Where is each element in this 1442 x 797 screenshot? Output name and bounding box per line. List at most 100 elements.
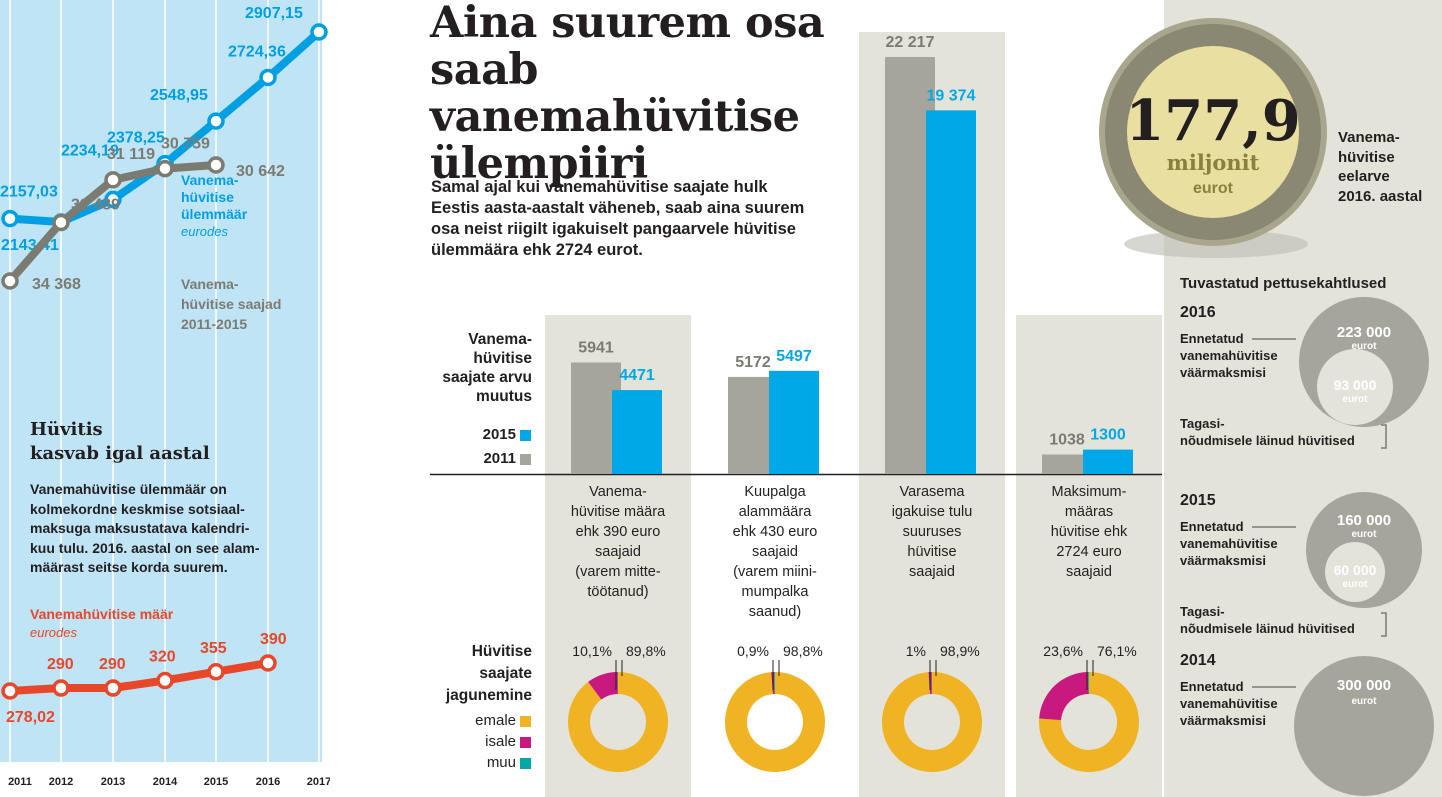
- left-heading-l1: Hüvitis: [30, 419, 103, 440]
- intro-line-3: osa neist riigilt igakuiselt pangaarvele…: [431, 220, 796, 238]
- dist-title-line-1: Hüvitise: [471, 643, 532, 660]
- fraud-prevented-value: 300 000: [1337, 677, 1391, 694]
- base-rate-point: [156, 671, 174, 690]
- left-body-line-5: määrast seitse korda suurem.: [30, 559, 228, 575]
- category-1-line-6: töötanud): [587, 584, 649, 600]
- intro-line-4: ülemmäära ehk 2724 eurot.: [431, 241, 643, 259]
- donut-emale: [1039, 672, 1139, 772]
- bar-legend-label: 2011: [483, 450, 516, 467]
- donut-emale-label: 89,8%: [626, 643, 666, 659]
- fraud-reclaimed-circle: [1325, 542, 1385, 602]
- bar-legend-label: 2015: [482, 426, 516, 443]
- bar-title-line-3: saajate arvu: [442, 369, 532, 386]
- donut-isale-label: 1%: [906, 643, 926, 659]
- intro-line-1: Samal ajal kui vanemahüvitise saajate hu…: [431, 178, 768, 196]
- bar-2011: [1042, 454, 1092, 474]
- category-label-4: Maksimum-määras hüvitise ehk 2724 euro saaj…: [1016, 482, 1162, 582]
- bar-legend-swatch: [520, 430, 531, 441]
- bar-2015-label: 4471: [619, 367, 655, 384]
- donut-emale: [882, 672, 983, 772]
- bar-2015-label: 19 374: [927, 87, 976, 104]
- base-rate-value-label: 390: [260, 631, 287, 648]
- title-line-2: saab vanemahüvitise: [430, 45, 800, 142]
- category-3-line-5: saajaid: [909, 564, 955, 580]
- dist-title-line-3: jagunemine: [445, 687, 532, 704]
- category-4-line-5: saajaid: [1066, 564, 1112, 580]
- dist-legend-label: muu: [486, 754, 516, 771]
- year-label: 2011: [8, 776, 32, 788]
- recipients-point: [1, 272, 19, 290]
- dist-legend-swatch: [520, 737, 531, 748]
- base-rate-value-label: 355: [200, 640, 227, 657]
- donut-isale: [588, 672, 618, 700]
- category-2-line-6: mumpalka: [741, 584, 809, 600]
- coin-note: Vanema-hüvitise eelarve 2016. aastal: [1338, 128, 1422, 206]
- fraud-prevented-value: 223 000: [1337, 324, 1391, 341]
- max-rate-value-label: 2157,03: [0, 184, 58, 201]
- coin-note-line-2: hüvitise: [1338, 148, 1395, 166]
- fraud-prevented-unit: eurot: [1352, 341, 1378, 352]
- donut-emale-label: 98,9%: [940, 643, 980, 659]
- left-body-text: Vanemahüvitise ülemmäär on kolmekordne ke…: [30, 480, 300, 578]
- fraud-reclaimed-value: 60 000: [1334, 562, 1377, 578]
- fraud-prevented-text: Ennetatud vanemahüvitise väärmaksmisi: [1180, 518, 1278, 569]
- recipients-legend-l3: 2011-2015: [181, 316, 248, 332]
- fraud-reclaimed-value: 93 000: [1334, 377, 1377, 393]
- category-label-1: Vanema-hüvitise määra ehk 390 euro saajaid…: [545, 482, 691, 602]
- donut-emale-label: 98,8%: [783, 643, 823, 659]
- year-label: 2012: [49, 776, 73, 788]
- category-4-line-2: määras: [1064, 504, 1114, 520]
- coin-note-line-1: Vanema-: [1338, 129, 1400, 146]
- fraud-prevented-2015-line-3: väärmaksmisi: [1180, 553, 1267, 568]
- max-rate-value-label: 2907,15: [245, 5, 303, 22]
- page-title: Aina suurem osa saab vanemahüvitise ülempi…: [430, 0, 890, 188]
- donut-isale-label: 0,9%: [737, 643, 769, 659]
- bar-2015: [1083, 449, 1133, 474]
- base-rate-legend-label: Vanemahüvitise määr: [30, 606, 174, 622]
- donut-emale: [568, 672, 668, 773]
- bar-title-line-2: hüvitise: [473, 350, 532, 367]
- base-rate-point: [104, 679, 122, 697]
- category-3-line-2: igakuise tulu: [891, 504, 973, 520]
- donut-emale: [724, 672, 825, 772]
- max-rate-legend: Vanema- hüvitise ülemmäär eurodes: [181, 172, 247, 240]
- bar-2011-label: 22 217: [886, 34, 935, 51]
- base-rate-legend: Vanemahüvitise määr eurodes: [30, 605, 173, 642]
- bar-2015: [612, 390, 662, 474]
- recipients-value-label: 31 119: [107, 146, 155, 163]
- max-rate-value-label: 2378,25: [107, 130, 165, 147]
- bar-2015-label: 1300: [1090, 427, 1126, 444]
- bar-legend-swatch: [520, 454, 531, 465]
- category-2-line-4: saajaid: [752, 544, 798, 560]
- recipients-point: [104, 171, 122, 189]
- category-2-line-5: (varem miini-: [733, 564, 817, 580]
- fraud-prevented-text: Ennetatud vanemahüvitise väärmaksmisi: [1180, 678, 1278, 729]
- recipients-point: [207, 156, 225, 174]
- intro-text: Samal ajal kui vanemahüvitise saajate hu…: [431, 177, 861, 261]
- donut-muu: [1088, 672, 1089, 695]
- category-2-line-1: Kuupalga: [744, 484, 806, 500]
- fraud-prevented-2015-line-1: Ennetatud: [1180, 519, 1244, 534]
- max-rate-legend-l1: Vanema-: [181, 172, 239, 188]
- category-4-line-4: 2724 euro: [1056, 544, 1122, 560]
- year-label: 2014: [153, 776, 178, 788]
- category-2-line-2: alammäära: [738, 504, 812, 520]
- dist-legend-label: isale: [485, 733, 516, 750]
- year-label: 2016: [256, 776, 280, 788]
- fraud-prevented-2014-line-1: Ennetatud: [1180, 679, 1244, 694]
- recipients-legend: Vanema- hüvitise saajad 2011-2015: [181, 274, 311, 334]
- fraud-prevented-unit: eurot: [1352, 696, 1378, 707]
- coin-note-line-4: 2016. aastal: [1338, 187, 1423, 205]
- left-heading: Hüvitis kasvab igal aastal: [30, 418, 290, 466]
- base-rate-point: [207, 663, 225, 681]
- fraud-bracket: [1381, 612, 1387, 637]
- fraud-reclaimed-text: Tagasi-nõudmisele läinud hüvitised: [1180, 415, 1355, 449]
- year-label: 2013: [101, 776, 125, 788]
- left-line-charts: 2011 2012 2013 2014 2015 2016 20172157,032143,…: [0, 0, 330, 788]
- left-body-line-2: kolmekordne keskmise sotsiaal-: [30, 500, 245, 517]
- bar-title-line-4: muutus: [476, 388, 532, 405]
- category-1-line-3: ehk 390 euro: [575, 524, 661, 540]
- fraud-reclaimed-unit: eurot: [1343, 394, 1369, 405]
- category-1-line-4: saajaid: [595, 544, 641, 560]
- max-rate-point: [207, 112, 225, 130]
